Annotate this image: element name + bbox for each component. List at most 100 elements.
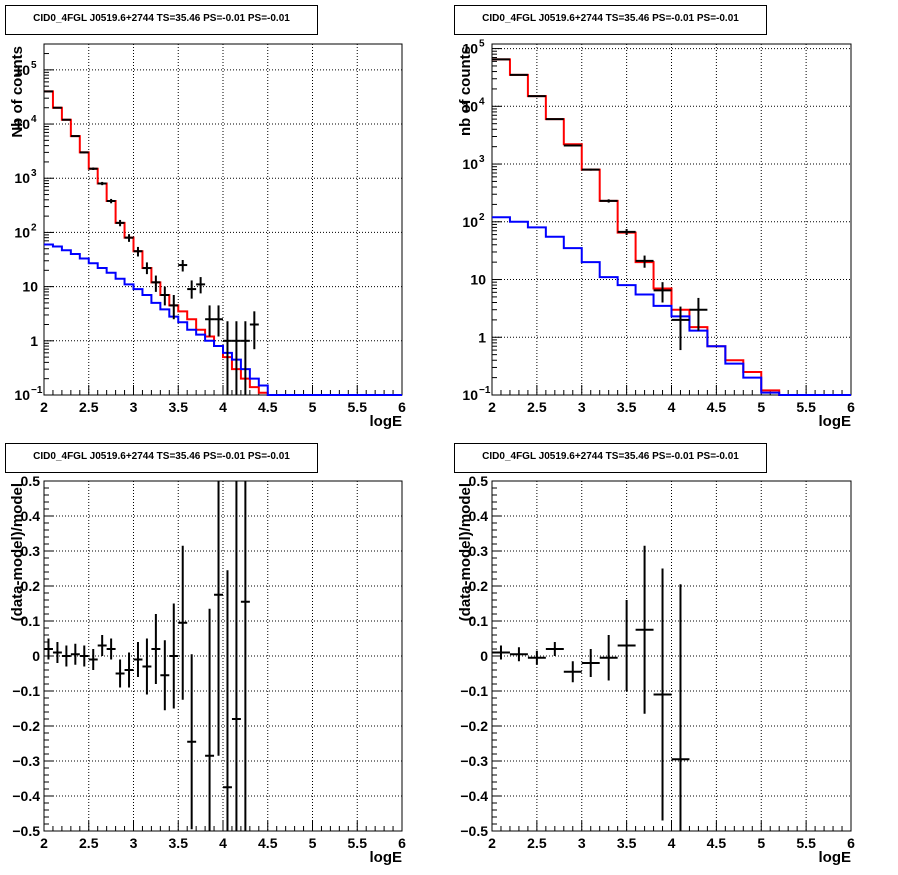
data-point (214, 481, 223, 756)
y-axis-label: nb of counts (457, 46, 474, 136)
y-tick-label: −0.3 (12, 753, 40, 769)
y-axis-label: (data-model)/model (457, 483, 474, 621)
x-axis-label: logE (370, 413, 403, 430)
grid-lines (44, 44, 402, 395)
x-tick-label: 4 (219, 399, 227, 415)
y-tick-label: 0.3 (469, 543, 489, 559)
axis-ticks (43, 43, 403, 396)
y-tick-label-exponent: 2 (31, 222, 37, 233)
data-point (70, 135, 80, 138)
data-point (106, 198, 116, 204)
y-tick-label: 10 (22, 279, 38, 295)
data-point (115, 219, 125, 227)
data-point (231, 321, 241, 395)
x-tick-label: 4.5 (258, 399, 278, 415)
axis-ticks (491, 480, 852, 832)
data-point (115, 659, 125, 688)
y-tick-label-exponent: −1 (479, 385, 491, 396)
plot-frame (43, 43, 403, 396)
x-axis-label: logE (819, 413, 852, 430)
y-tick-label: 0.5 (21, 473, 41, 489)
data-point (635, 255, 654, 268)
y-tick-label: 0.4 (21, 508, 41, 524)
y-tick-label: 10 (14, 62, 30, 78)
x-tick-label: 4 (668, 399, 676, 415)
y-tick-label: −0.4 (12, 788, 40, 804)
y-tick-label: 10 (462, 98, 478, 114)
y-tick-label: −0.5 (12, 823, 40, 839)
y-tick-label-exponent: 4 (479, 96, 485, 107)
x-tick-label: 2.5 (527, 835, 547, 851)
data-point (124, 234, 134, 242)
x-tick-label: 5.5 (796, 835, 816, 851)
data-point (106, 638, 116, 660)
data-point (509, 647, 528, 662)
axis-ticks (43, 480, 403, 832)
data-point (70, 643, 80, 665)
series-line-component-model (44, 243, 402, 396)
data-point (214, 305, 223, 337)
data-point (97, 635, 107, 656)
y-tick-label: 0.4 (469, 508, 489, 524)
x-tick-label: 5 (757, 399, 765, 415)
y-tick-label: −0.5 (460, 823, 488, 839)
x-tick-label: 5.5 (796, 399, 816, 415)
x-tick-label: 5.5 (348, 835, 368, 851)
chart-panel-4: 2 2.5 3 3.5 4 4.5 5 5.5 6 −0.5 −0.4 −0.3 −0.2 −0.1 0 0.… (457, 473, 855, 866)
data-point (178, 545, 188, 700)
x-tick-label: 2 (488, 399, 496, 415)
y-tick-label: 10 (14, 224, 30, 240)
data-point (88, 649, 98, 670)
x-tick-label: 2.5 (79, 399, 99, 415)
data-point (61, 645, 71, 667)
data-point (563, 144, 582, 147)
data-point (151, 275, 161, 292)
data-point (671, 584, 690, 831)
chart-title-top-right: CID0_4FGL J0519.6+2744 TS=35.46 PS=-0.01… (454, 5, 767, 35)
data-point (79, 151, 89, 154)
data-point (169, 295, 179, 320)
data-point (61, 118, 71, 121)
data-point (581, 168, 600, 171)
data-point (178, 259, 188, 272)
data-point (205, 305, 215, 337)
data-point (653, 282, 672, 303)
data-point (160, 286, 170, 306)
data-point (187, 280, 197, 299)
x-tick-label: 4.5 (258, 835, 278, 851)
chart-title-bottom-right: CID0_4FGL J0519.6+2744 TS=35.46 PS=-0.01… (454, 443, 767, 473)
y-tick-label: 0.2 (21, 578, 41, 594)
data-point (671, 306, 690, 351)
x-tick-label: 3.5 (617, 835, 637, 851)
data-point (581, 649, 600, 677)
data-point (653, 568, 672, 821)
data-point (52, 106, 62, 109)
data-point (44, 638, 53, 660)
y-axis-label: Nb of counts (9, 46, 26, 138)
y-tick-label: 10 (470, 272, 486, 288)
x-tick-label: 6 (398, 399, 406, 415)
x-tick-label: 3 (130, 835, 138, 851)
y-tick-label: 0.3 (21, 543, 41, 559)
y-tick-label: 0 (480, 648, 488, 664)
y-tick-label: 10 (462, 214, 478, 230)
data-point (160, 640, 170, 711)
y-tick-label: 10 (462, 156, 478, 172)
x-tick-label: 4 (668, 835, 676, 851)
y-tick-label: −0.2 (12, 718, 40, 734)
y-tick-label-exponent: −1 (31, 385, 43, 396)
data-point (205, 608, 215, 831)
y-tick-label-exponent: 5 (479, 39, 485, 50)
grid-lines (44, 481, 402, 831)
y-tick-label: 10 (14, 170, 30, 186)
data-point (151, 614, 161, 684)
x-tick-label: 6 (847, 835, 855, 851)
y-tick-label-exponent: 3 (479, 154, 485, 165)
y-tick-label: 10 (462, 387, 478, 403)
series-line-component-model (492, 216, 851, 396)
x-tick-label: 3 (578, 399, 586, 415)
y-tick-label: 1 (478, 329, 486, 345)
y-tick-label: 10 (14, 387, 30, 403)
